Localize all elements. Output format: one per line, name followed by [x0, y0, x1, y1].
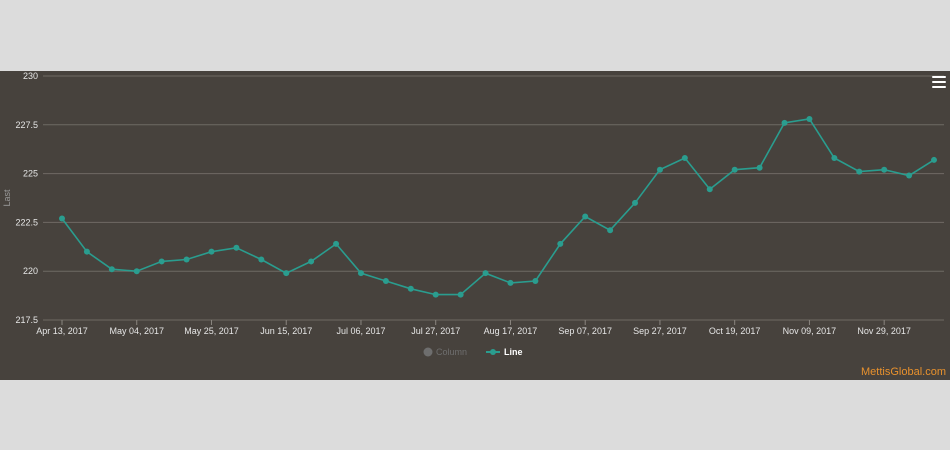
- x-tick-label: Oct 19, 2017: [709, 326, 761, 336]
- data-point[interactable]: [59, 215, 65, 222]
- data-point[interactable]: [283, 270, 290, 277]
- data-point[interactable]: [881, 166, 888, 173]
- data-point[interactable]: [681, 154, 688, 161]
- data-point[interactable]: [632, 199, 639, 206]
- x-tick-label: May 25, 2017: [184, 326, 239, 336]
- legend-column-marker[interactable]: [423, 347, 433, 357]
- data-point[interactable]: [831, 154, 838, 161]
- line-chart: 217.5 220 222.5 225 227.5 230 Last Apr 13, 2017…: [2, 71, 944, 357]
- y-tick-label: 225: [23, 169, 38, 179]
- y-tick-label: 230: [23, 71, 38, 81]
- data-point[interactable]: [208, 248, 215, 255]
- data-point[interactable]: [731, 166, 738, 173]
- data-point[interactable]: [183, 256, 190, 263]
- legend-column-label[interactable]: Column: [436, 347, 467, 357]
- data-point[interactable]: [931, 156, 937, 163]
- data-point[interactable]: [457, 291, 464, 298]
- x-tick-label: Sep 27, 2017: [633, 326, 687, 336]
- y-tick-label: 222.5: [15, 217, 38, 227]
- data-point[interactable]: [706, 186, 713, 193]
- data-point[interactable]: [856, 168, 863, 175]
- x-tick-label: Jul 06, 2017: [336, 326, 385, 336]
- data-point[interactable]: [806, 115, 813, 122]
- x-tick-label: Aug 17, 2017: [484, 326, 538, 336]
- data-point[interactable]: [756, 164, 763, 171]
- watermark: MettisGlobal.com: [861, 366, 946, 378]
- x-tick-label: Nov 09, 2017: [783, 326, 837, 336]
- data-point[interactable]: [308, 258, 315, 265]
- x-tick-label: May 04, 2017: [109, 326, 164, 336]
- series-line: [61, 118, 935, 296]
- data-point[interactable]: [133, 268, 140, 275]
- chart-panel: 217.5 220 222.5 225 227.5 230 Last Apr 13, 2017…: [0, 71, 950, 380]
- y-tick-label: 220: [23, 266, 38, 276]
- data-point[interactable]: [357, 270, 364, 277]
- x-tick-label: Jul 27, 2017: [411, 326, 460, 336]
- y-tick-label: 217.5: [15, 315, 38, 325]
- data-point[interactable]: [158, 258, 165, 265]
- legend-line-marker[interactable]: [490, 349, 496, 355]
- data-point[interactable]: [557, 240, 564, 247]
- data-point[interactable]: [83, 248, 90, 255]
- data-point[interactable]: [233, 244, 240, 251]
- data-point[interactable]: [333, 240, 340, 247]
- x-tick-label: Apr 13, 2017: [36, 326, 88, 336]
- x-tick-label: Sep 07, 2017: [558, 326, 612, 336]
- data-point[interactable]: [482, 270, 489, 277]
- data-point[interactable]: [906, 172, 913, 179]
- y-axis-title: Last: [2, 189, 12, 207]
- data-point[interactable]: [582, 213, 589, 220]
- data-point[interactable]: [607, 227, 614, 234]
- data-point[interactable]: [532, 277, 539, 284]
- data-point[interactable]: [432, 291, 439, 298]
- data-point[interactable]: [656, 166, 663, 173]
- legend-line-label[interactable]: Line: [504, 347, 523, 357]
- data-point[interactable]: [382, 277, 389, 284]
- x-tick-label: Jun 15, 2017: [260, 326, 312, 336]
- data-point[interactable]: [258, 256, 265, 263]
- hamburger-menu-icon[interactable]: [932, 76, 946, 88]
- y-tick-label: 227.5: [15, 120, 38, 130]
- data-point[interactable]: [507, 279, 514, 286]
- data-point[interactable]: [781, 119, 788, 126]
- x-tick-label: Nov 29, 2017: [857, 326, 911, 336]
- data-point[interactable]: [407, 285, 414, 292]
- data-point[interactable]: [108, 266, 115, 273]
